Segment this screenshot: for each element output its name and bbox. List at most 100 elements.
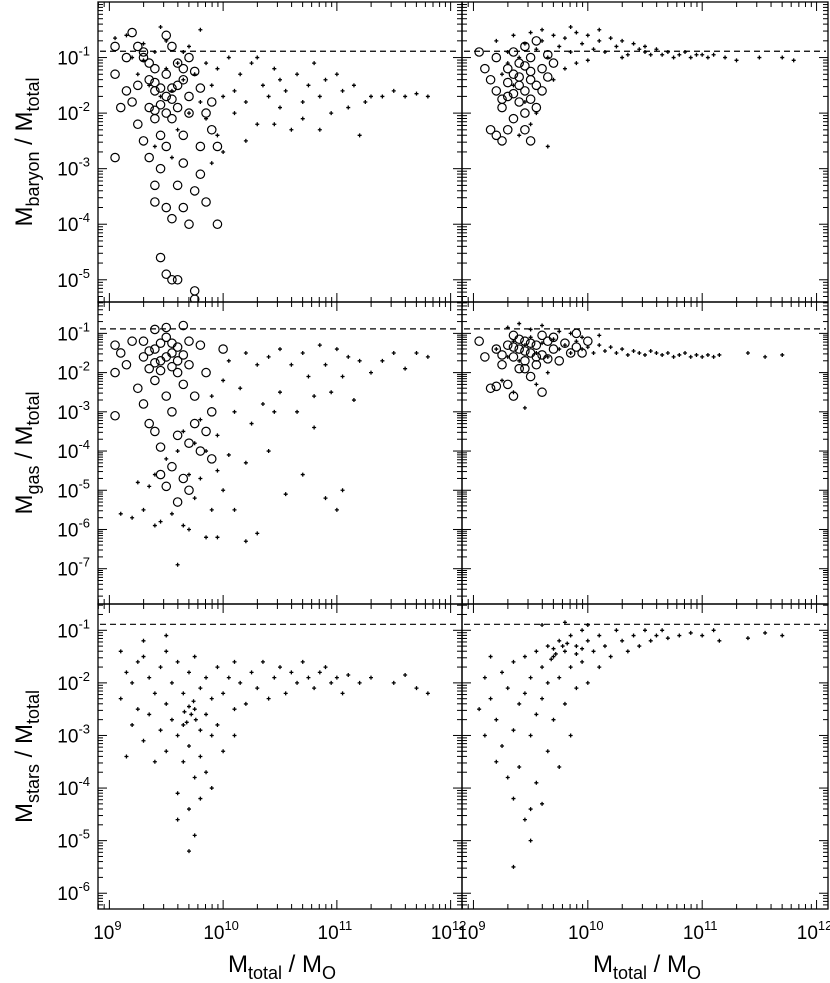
circle-point [121, 52, 132, 63]
cross-point [580, 628, 585, 633]
cross-point [534, 350, 539, 355]
circle-point [531, 36, 542, 46]
cross-point [209, 786, 214, 791]
circle-point [537, 387, 547, 398]
cross-point [648, 638, 653, 643]
cross-point [562, 36, 567, 41]
cross-point [209, 83, 214, 88]
circle-point [167, 274, 177, 285]
cross-point [124, 33, 129, 38]
y-tick-label: 10-3 [57, 398, 90, 424]
cross-point [557, 44, 562, 49]
cross-point [187, 472, 191, 477]
circle-point [537, 63, 547, 74]
circle-point [508, 330, 519, 341]
cross-point [477, 707, 482, 712]
cross-point [289, 127, 294, 132]
y-tick-label: 10-5 [57, 827, 90, 853]
cross-point [511, 390, 516, 395]
cross-point [181, 50, 186, 54]
y-axis-label: Mstars / Mtotal [11, 690, 43, 823]
cross-point [671, 354, 676, 359]
circle-point [110, 69, 120, 80]
cross-point [522, 817, 527, 822]
y-tick-label: 10-5 [57, 266, 90, 292]
circle-point [167, 338, 177, 348]
cross-point [671, 55, 676, 60]
cross-point [175, 817, 180, 822]
circle-point [144, 418, 154, 429]
cross-point [198, 476, 203, 481]
circle-point [520, 108, 530, 118]
circle-point [491, 344, 502, 354]
cross-point [557, 765, 562, 770]
cross-point [198, 754, 203, 759]
cross-point [517, 321, 522, 326]
circle-point [172, 430, 183, 441]
circle-point [138, 136, 149, 146]
cross-point [289, 670, 294, 675]
points [477, 620, 785, 869]
y-tick-label: 10-3 [57, 155, 90, 181]
circle-point [172, 356, 183, 366]
circle-point [161, 269, 172, 280]
circle-point [161, 108, 172, 118]
cross-point [141, 41, 146, 46]
cross-point [181, 722, 186, 727]
cross-point [625, 649, 630, 654]
cross-point [711, 52, 716, 57]
cross-point [625, 352, 630, 357]
cross-point [637, 644, 642, 649]
circle-point [502, 124, 513, 135]
y-axis-label: Mbaryon / Mtotal [11, 77, 43, 226]
x-tick-label: 1012 [797, 918, 830, 944]
cross-point [763, 354, 768, 359]
panel-frame [97, 603, 463, 910]
cross-point [505, 686, 510, 691]
cross-point [312, 425, 317, 430]
circle-point [150, 113, 160, 124]
cross-point [249, 421, 254, 426]
cross-point [329, 111, 334, 116]
circle-point [508, 113, 519, 124]
circle-point [189, 286, 200, 296]
panel-r2-c0 [97, 603, 463, 910]
circle-point [178, 320, 189, 331]
cross-point [260, 401, 265, 406]
cross-point [745, 636, 750, 641]
cross-point [654, 350, 659, 355]
cross-point [124, 670, 129, 675]
circle-point [110, 410, 120, 421]
circle-point [212, 219, 223, 230]
y-tick-label: 10-4 [57, 437, 90, 463]
circle-point [508, 88, 519, 99]
cross-point [238, 72, 243, 77]
circle-point [520, 356, 530, 366]
cross-point [528, 30, 533, 35]
circle-point [520, 363, 530, 374]
cross-point [346, 354, 351, 359]
circle-point [480, 63, 490, 74]
cross-point [511, 33, 516, 38]
cross-point [334, 675, 339, 680]
cross-point [511, 659, 516, 664]
circle-point [189, 186, 200, 196]
circle-point [155, 365, 166, 376]
circle-point [184, 438, 194, 448]
cross-point [631, 349, 636, 354]
points [110, 25, 430, 302]
cross-point [568, 50, 573, 54]
cross-point [334, 507, 339, 512]
cross-point [158, 519, 163, 524]
circle-point [520, 124, 530, 135]
cross-point [545, 55, 550, 60]
circle-point [554, 356, 565, 366]
points [110, 320, 430, 567]
circle-point [167, 361, 177, 372]
cross-point [278, 665, 282, 670]
circle-point [537, 86, 547, 96]
circle-point [178, 158, 189, 168]
cross-point [243, 539, 248, 544]
cross-point [198, 686, 203, 691]
cross-point [204, 712, 209, 717]
